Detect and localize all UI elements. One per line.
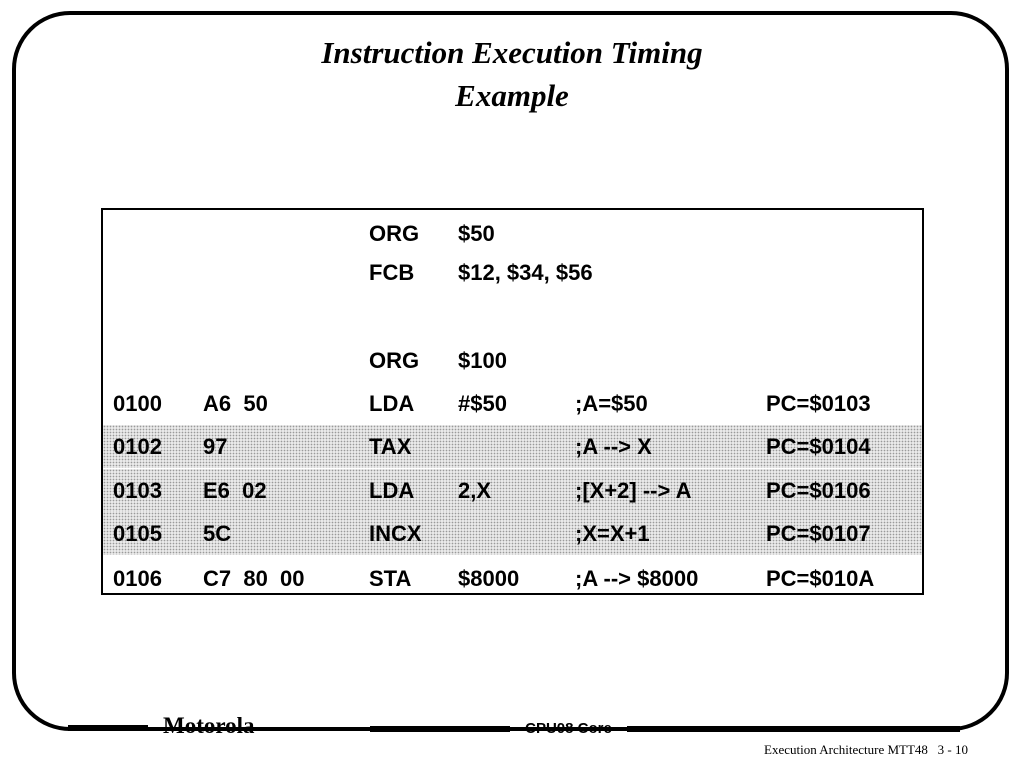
comment-cell: ;A --> X [575, 434, 652, 459]
opcode-cell: FCB [369, 260, 415, 285]
operand-cell: $50 [458, 221, 495, 246]
object-code-cell: A6 50 [203, 391, 268, 416]
listing-row: 0106 C7 80 00 STA $8000 ;A --> $8000 PC=$010A [103, 557, 922, 600]
listing-row: ORG $100 [103, 339, 922, 382]
listing-row: 0100 A6 50 LDA #$50 ;A=$50 PC=$0103 [103, 382, 922, 425]
pc-cell: PC=$0104 [766, 434, 871, 459]
address-cell: 0100 [113, 391, 162, 416]
operand-cell: 2,X [458, 478, 492, 503]
assembly-listing: ORG $50 FCB $12, $34, $56 ORG $100 0100 A6 50 LD… [101, 208, 924, 595]
opcode-cell: LDA [369, 391, 415, 416]
listing-row: FCB $12, $34, $56 [103, 251, 922, 294]
operand-cell: $8000 [458, 566, 520, 591]
pc-cell: PC=$010A [766, 566, 875, 591]
operand-cell: #$50 [458, 391, 507, 416]
pc-cell: PC=$0106 [766, 478, 871, 503]
listing-row: 0105 5C INCX ;X=X+1 PC=$0107 [103, 512, 922, 555]
page-reference: Execution Architecture MTT48 3 - 10 [764, 742, 968, 757]
address-cell: 0103 [113, 478, 162, 503]
object-code-cell: 97 [203, 434, 228, 459]
course-title: CPU08 Core [525, 720, 612, 737]
comment-cell: ;A=$50 [575, 391, 648, 416]
comment-cell: ;[X+2] --> A [575, 478, 692, 503]
comment-cell: ;X=X+1 [575, 521, 650, 546]
object-code-cell: E6 02 [203, 478, 267, 503]
listing-row [103, 295, 922, 338]
opcode-cell: STA [369, 566, 412, 591]
title-line-1: Instruction Execution Timing [321, 35, 703, 70]
footer-rule-left [68, 725, 148, 731]
opcode-cell: ORG [369, 221, 420, 246]
opcode-cell: INCX [369, 521, 422, 546]
footer-rule-middle [370, 726, 510, 732]
operand-cell: $12, $34, $56 [458, 260, 593, 285]
slide-title: Instruction Execution Timing Example [0, 31, 1024, 117]
footer-rule-right [627, 726, 960, 732]
listing-row: 0103 E6 02 LDA 2,X ;[X+2] --> A PC=$0106 [103, 469, 922, 512]
address-cell: 0105 [113, 521, 162, 546]
address-cell: 0106 [113, 566, 162, 591]
address-cell: 0102 [113, 434, 162, 459]
opcode-cell: ORG [369, 348, 420, 373]
listing-row: 0102 97 TAX ;A --> X PC=$0104 [103, 425, 922, 468]
opcode-cell: TAX [369, 434, 412, 459]
title-line-2: Example [455, 78, 569, 113]
opcode-cell: LDA [369, 478, 415, 503]
object-code-cell: C7 80 00 [203, 566, 305, 591]
operand-cell: $100 [458, 348, 507, 373]
brand-name: Motorola [163, 713, 255, 738]
pc-cell: PC=$0107 [766, 521, 871, 546]
object-code-cell: 5C [203, 521, 232, 546]
comment-cell: ;A --> $8000 [575, 566, 699, 591]
listing-row: ORG $50 [103, 212, 922, 255]
pc-cell: PC=$0103 [766, 391, 871, 416]
